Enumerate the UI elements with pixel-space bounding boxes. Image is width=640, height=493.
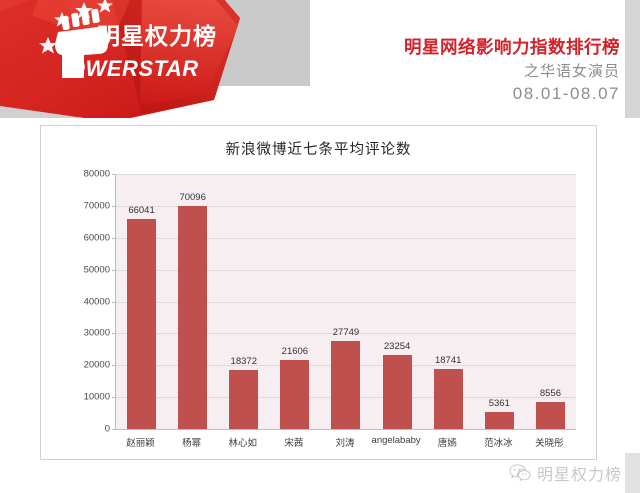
- y-axis-label: 30000: [83, 327, 110, 339]
- bar-group: 5361: [474, 174, 525, 429]
- y-axis-label: 60000: [83, 232, 110, 244]
- gridline: [116, 429, 576, 430]
- bar[interactable]: 8556: [535, 388, 565, 429]
- bar-value-label: 5361: [488, 397, 510, 409]
- y-tick-mark: [112, 301, 116, 303]
- banner-right-edge: [625, 0, 640, 118]
- x-axis-label: 唐嫣: [437, 438, 457, 449]
- y-axis-label: 80000: [83, 168, 110, 180]
- page-subtitle: 之华语女演员: [523, 63, 620, 80]
- bar[interactable]: 23254: [382, 341, 412, 429]
- y-tick-mark: [112, 365, 116, 367]
- y-axis-label: 10000: [83, 391, 110, 403]
- x-axis-label: 关晓彤: [535, 438, 564, 449]
- bar-value-label: 18741: [434, 355, 462, 367]
- bar[interactable]: 27749: [331, 327, 361, 429]
- bar-value-label: 66041: [128, 204, 155, 216]
- chart-plot-area: 80000 70000 60000 50000 40000 30000 20000 10000…: [84, 169, 576, 435]
- bar-group: 70096: [167, 174, 218, 429]
- bar-value-label: 21606: [281, 346, 309, 358]
- footer-strip: [0, 460, 640, 493]
- bar-value-label: 18372: [230, 356, 257, 368]
- x-axis-label: angelababy: [371, 435, 421, 446]
- bar-value-label: 23254: [383, 340, 411, 352]
- watermark: 明星权力榜: [509, 461, 622, 485]
- y-axis-label: 50000: [83, 264, 110, 276]
- x-axis-label: 林心如: [228, 438, 258, 449]
- gridline: [116, 301, 576, 303]
- chart-card: 新浪微博近七条平均评论数 80000 70000 60000 50000 40000 30…: [40, 125, 597, 460]
- bar[interactable]: 18741: [433, 355, 463, 429]
- gridline: [116, 237, 576, 239]
- y-tick-mark: [112, 333, 116, 335]
- y-axis-label: 20000: [83, 359, 110, 371]
- watermark-label: 明星权力榜: [536, 467, 622, 484]
- y-tick-mark: [112, 269, 116, 271]
- y-tick-mark: [112, 397, 116, 399]
- x-axis-label: 刘涛: [335, 438, 355, 449]
- header-text-block: 明星网络影响力指数排行榜 之华语女演员 08.01-08.07: [330, 36, 620, 105]
- bar-group: 8556: [525, 174, 576, 429]
- bar-group: 27749: [320, 174, 371, 429]
- bar-group: 21606: [269, 174, 320, 429]
- bar-value-label: 8556: [539, 387, 561, 399]
- bar[interactable]: 21606: [280, 346, 310, 429]
- logo-en-text: OWERSTAR: [68, 56, 199, 81]
- footer-right-edge: [625, 453, 640, 493]
- x-axis-label: 宋茜: [284, 438, 304, 449]
- y-tick-mark: [112, 237, 116, 239]
- gridline: [116, 333, 576, 335]
- y-axis-label: 70000: [83, 200, 110, 212]
- bar-group: 66041: [116, 174, 167, 429]
- page-title: 明星网络影响力指数排行榜: [404, 37, 620, 57]
- bar-group: 18741: [423, 174, 474, 429]
- y-tick-mark: [112, 429, 116, 430]
- x-axis-label: 赵丽颖: [126, 438, 155, 449]
- bar[interactable]: 66041: [127, 205, 157, 429]
- bar[interactable]: 18372: [229, 356, 259, 429]
- chart-bars: 66041 70096 18372 21606 27749 23254 18741 5361 8…: [116, 174, 576, 429]
- gridline: [116, 174, 576, 175]
- y-tick-mark: [112, 174, 116, 175]
- chart-x-axis-labels: 赵丽颖 杨幂 林心如 宋茜 刘涛 angelababy 唐嫣 范冰冰 关晓彤: [115, 435, 575, 455]
- page-banner: 明星权力榜 OWERSTAR 明星网络影响力指数排行榜 之华语女演员 08.01…: [0, 0, 640, 118]
- date-range: 08.01-08.07: [512, 84, 620, 103]
- gridline: [116, 269, 576, 271]
- y-axis-label: 40000: [83, 296, 110, 307]
- y-axis-label: 0: [104, 423, 110, 435]
- bar-group: 18372: [218, 174, 269, 429]
- bar-group: 23254: [372, 174, 423, 429]
- logo-cn-text: 明星权力榜: [97, 23, 217, 49]
- powerstar-logo: 明星权力榜 OWERSTAR: [0, 0, 240, 118]
- gridline: [116, 205, 576, 207]
- bar-value-label: 70096: [179, 191, 206, 203]
- wechat-icon: [509, 464, 531, 482]
- x-axis-label: 杨幂: [182, 438, 202, 449]
- banner-white-panel: [310, 0, 640, 118]
- bar[interactable]: 5361: [484, 398, 514, 429]
- chart-title: 新浪微博近七条平均评论数: [225, 142, 412, 158]
- bar-value-label: 27749: [332, 326, 360, 338]
- x-axis-label: 范冰冰: [484, 438, 513, 449]
- y-tick-mark: [112, 205, 116, 207]
- bar[interactable]: 70096: [178, 192, 208, 429]
